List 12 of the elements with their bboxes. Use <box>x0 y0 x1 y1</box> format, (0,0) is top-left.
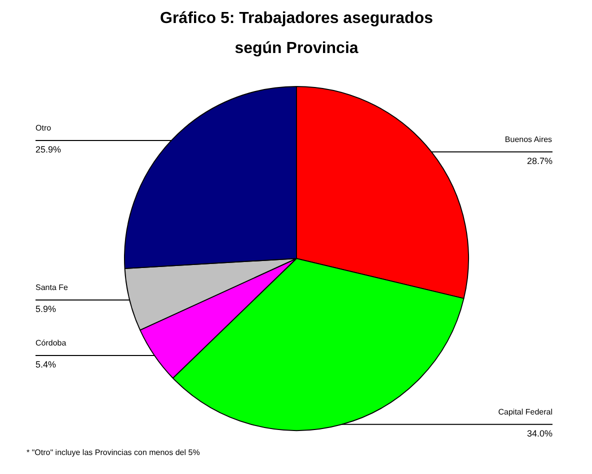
data-label: 34.0% <box>526 428 553 438</box>
chart-title: Gráfico 5: Trabajadores asegurados según Provincia <box>160 10 434 57</box>
slice-label: Santa Fe <box>36 283 69 292</box>
slice-label: Capital Federal <box>498 407 553 416</box>
text: * "Otro" incluye las Provincias con menos del 5% <box>26 448 200 457</box>
slice-label: Buenos Aires <box>504 134 552 144</box>
slice-label: Córdoba <box>36 338 67 348</box>
data-label: 28.7% <box>526 156 553 166</box>
slice-label: Otro <box>36 123 52 132</box>
data-label: 5.4% <box>36 359 56 370</box>
data-label: 5.9% <box>36 304 56 314</box>
data-label: 25.9% <box>36 144 62 154</box>
